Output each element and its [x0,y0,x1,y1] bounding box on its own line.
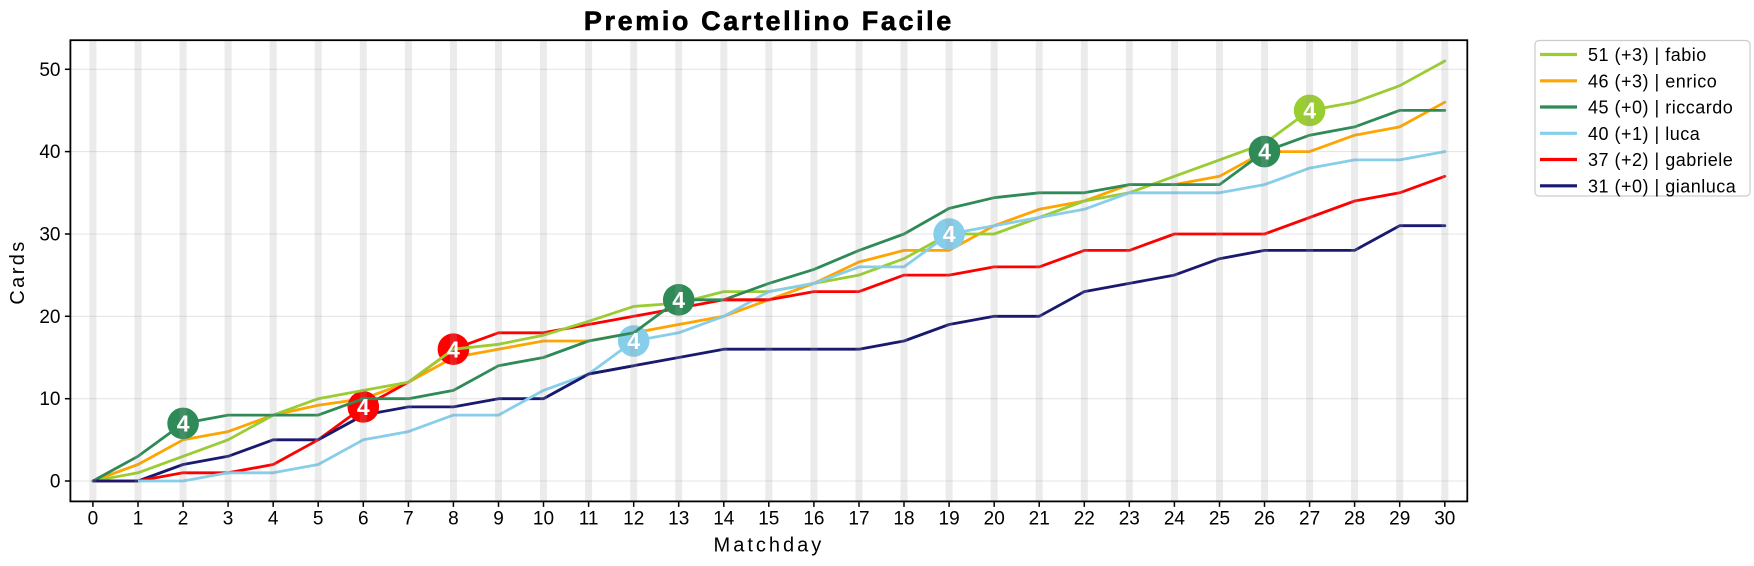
svg-text:4: 4 [1258,139,1271,165]
svg-text:Cards: Cards [7,239,29,304]
svg-text:22: 22 [1074,509,1095,530]
svg-text:19: 19 [939,509,960,530]
svg-text:50: 50 [39,60,60,81]
svg-text:24: 24 [1164,509,1186,530]
svg-text:4: 4 [943,221,956,247]
svg-text:4: 4 [177,411,190,437]
svg-text:10: 10 [39,389,60,410]
svg-text:20: 20 [39,307,60,328]
svg-text:18: 18 [893,509,914,530]
svg-text:21: 21 [1029,509,1050,530]
svg-text:40: 40 [39,142,60,163]
svg-text:46 (+3) | enrico: 46 (+3) | enrico [1588,71,1717,91]
svg-text:12: 12 [623,509,644,530]
svg-text:9: 9 [493,509,504,530]
svg-text:26: 26 [1254,509,1275,530]
svg-text:Premio Cartellino Facile: Premio Cartellino Facile [584,6,954,36]
svg-text:15: 15 [758,509,779,530]
svg-text:29: 29 [1389,509,1410,530]
svg-text:16: 16 [803,509,824,530]
svg-text:13: 13 [668,509,689,530]
svg-text:8: 8 [448,509,459,530]
svg-text:51 (+3) | fabio: 51 (+3) | fabio [1588,45,1707,65]
svg-text:11: 11 [579,509,599,530]
svg-text:4: 4 [672,287,685,313]
svg-text:5: 5 [313,509,324,530]
svg-text:10: 10 [533,509,554,530]
svg-text:4: 4 [357,394,370,420]
svg-text:0: 0 [50,472,61,493]
svg-text:37 (+2) | gabriele: 37 (+2) | gabriele [1588,150,1733,170]
svg-text:30: 30 [39,225,60,246]
svg-text:1: 1 [133,509,144,530]
svg-text:2: 2 [178,509,189,530]
svg-text:31 (+0) | gianluca: 31 (+0) | gianluca [1588,176,1737,196]
svg-text:7: 7 [403,509,414,530]
svg-text:45 (+0) | riccardo: 45 (+0) | riccardo [1588,98,1733,118]
svg-text:27: 27 [1299,509,1320,530]
svg-text:25: 25 [1209,509,1230,530]
svg-text:6: 6 [358,509,369,530]
svg-text:40 (+1) | luca: 40 (+1) | luca [1588,124,1701,144]
svg-text:3: 3 [223,509,234,530]
svg-text:17: 17 [848,509,869,530]
svg-text:4: 4 [627,328,640,354]
svg-text:28: 28 [1344,509,1365,530]
svg-text:0: 0 [88,509,99,530]
svg-text:14: 14 [713,509,735,530]
svg-text:30: 30 [1434,509,1455,530]
svg-text:23: 23 [1119,509,1140,530]
svg-text:4: 4 [268,509,279,530]
svg-text:Matchday: Matchday [714,535,825,557]
svg-text:20: 20 [984,509,1005,530]
svg-text:4: 4 [1303,98,1316,124]
svg-text:4: 4 [447,336,460,362]
